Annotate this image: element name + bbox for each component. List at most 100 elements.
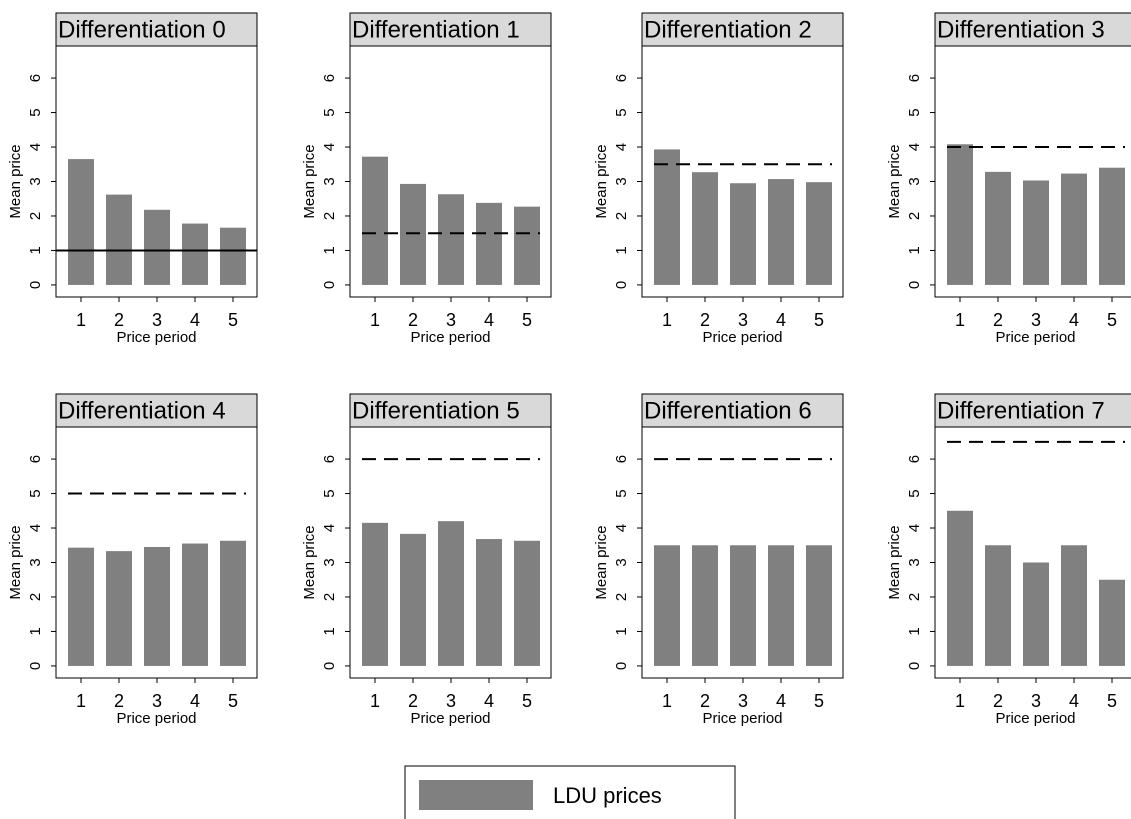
y-axis-label: Mean price: [301, 525, 318, 599]
y-tick-label: 1: [321, 627, 338, 635]
y-tick-label: 2: [321, 593, 338, 601]
x-tick-label: 1: [76, 310, 86, 330]
x-axis-label: Price period: [116, 329, 196, 346]
y-tick-label: 2: [321, 212, 338, 220]
y-tick-label: 1: [613, 627, 630, 635]
x-axis-label: Price period: [702, 329, 782, 346]
y-tick-label: 0: [321, 281, 338, 289]
bar: [476, 539, 502, 666]
y-tick-label: 1: [321, 246, 338, 254]
bar: [654, 545, 680, 666]
x-axis-label: Price period: [995, 710, 1075, 727]
panel-title: Differentiation 6: [644, 397, 812, 424]
panel-title: Differentiation 3: [937, 16, 1105, 43]
y-tick-label: 5: [906, 489, 923, 497]
x-tick-label: 3: [152, 310, 162, 330]
x-tick-label: 3: [1031, 310, 1041, 330]
y-tick-label: 1: [27, 246, 44, 254]
y-tick-label: 2: [613, 212, 630, 220]
x-tick-label: 4: [776, 310, 786, 330]
x-tick-label: 4: [1069, 310, 1079, 330]
x-tick-label: 2: [114, 310, 124, 330]
panel-title: Differentiation 2: [644, 16, 812, 43]
y-tick-label: 0: [906, 662, 923, 670]
y-tick-label: 3: [906, 558, 923, 566]
y-axis-label: Mean price: [886, 144, 903, 218]
title-box: [641, 393, 844, 428]
x-tick-label: 2: [993, 310, 1003, 330]
x-tick-label: 1: [955, 310, 965, 330]
bar: [182, 543, 208, 666]
y-tick-label: 0: [613, 662, 630, 670]
x-tick-label: 5: [522, 691, 532, 711]
bar: [220, 227, 246, 285]
bar: [182, 223, 208, 285]
x-tick-label: 2: [114, 691, 124, 711]
y-axis-label: Mean price: [593, 525, 610, 599]
bar: [400, 533, 426, 666]
y-tick-label: 4: [906, 143, 923, 151]
x-tick-label: 4: [190, 691, 200, 711]
x-tick-label: 4: [484, 691, 494, 711]
y-tick-label: 6: [613, 455, 630, 463]
x-tick-label: 5: [1107, 310, 1117, 330]
y-tick-label: 0: [27, 281, 44, 289]
x-tick-label: 1: [76, 691, 86, 711]
y-tick-label: 3: [321, 177, 338, 185]
bar: [362, 156, 388, 285]
x-tick-label: 5: [228, 691, 238, 711]
x-tick-label: 2: [993, 691, 1003, 711]
bar: [985, 545, 1011, 666]
legend-label: LDU prices: [553, 783, 662, 808]
title-box: [55, 393, 258, 428]
y-tick-label: 3: [27, 558, 44, 566]
y-tick-label: 6: [321, 455, 338, 463]
x-tick-label: 4: [190, 310, 200, 330]
title-box: [934, 393, 1131, 428]
x-tick-label: 3: [1031, 691, 1041, 711]
y-axis-label: Mean price: [593, 144, 610, 218]
bar: [1061, 545, 1087, 666]
bar: [730, 183, 756, 285]
y-axis-label: Mean price: [7, 525, 24, 599]
bar: [400, 183, 426, 285]
x-tick-label: 5: [1107, 691, 1117, 711]
x-tick-label: 3: [446, 691, 456, 711]
x-tick-label: 1: [955, 691, 965, 711]
bar: [220, 540, 246, 666]
y-tick-label: 5: [613, 489, 630, 497]
bar: [68, 547, 94, 666]
legend-swatch: [419, 780, 533, 810]
x-tick-label: 2: [700, 691, 710, 711]
y-axis-label: Mean price: [301, 144, 318, 218]
bar: [947, 144, 973, 285]
y-tick-label: 2: [27, 212, 44, 220]
y-tick-label: 1: [906, 627, 923, 635]
bar: [144, 546, 170, 666]
y-tick-label: 3: [27, 177, 44, 185]
y-tick-label: 4: [321, 143, 338, 151]
y-tick-label: 0: [613, 281, 630, 289]
y-tick-label: 6: [27, 74, 44, 82]
x-tick-label: 2: [700, 310, 710, 330]
x-tick-label: 1: [370, 310, 380, 330]
bar: [768, 179, 794, 285]
y-axis-label: Mean price: [7, 144, 24, 218]
y-tick-label: 2: [906, 593, 923, 601]
y-tick-label: 6: [321, 74, 338, 82]
y-tick-label: 1: [27, 627, 44, 635]
x-tick-label: 5: [814, 310, 824, 330]
panel-title: Differentiation 7: [937, 397, 1105, 424]
y-tick-label: 3: [613, 177, 630, 185]
y-tick-label: 2: [27, 593, 44, 601]
x-tick-label: 5: [228, 310, 238, 330]
y-tick-label: 0: [906, 281, 923, 289]
y-axis-label: Mean price: [886, 525, 903, 599]
y-tick-label: 5: [27, 108, 44, 116]
x-tick-label: 5: [522, 310, 532, 330]
x-axis-label: Price period: [702, 710, 782, 727]
y-tick-label: 2: [613, 593, 630, 601]
panel-title: Differentiation 1: [352, 16, 520, 43]
